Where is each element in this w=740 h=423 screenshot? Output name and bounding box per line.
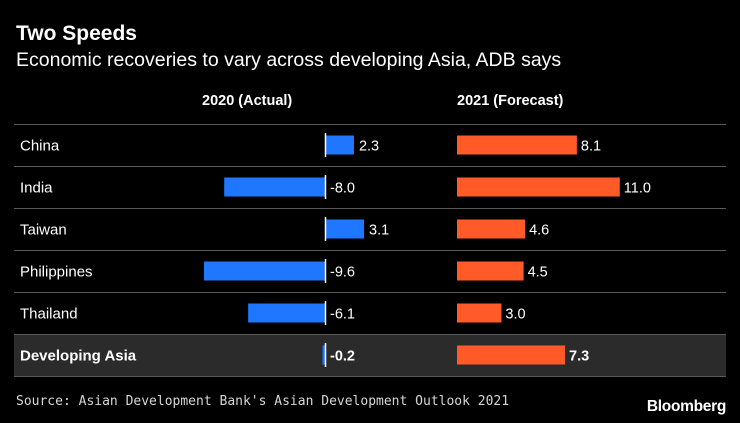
column-header-2021-forecast: 2021 (Forecast) [457, 93, 564, 109]
data-label-2021-taiwan: 4.6 [529, 223, 549, 239]
data-label-2021-philippines: 4.5 [528, 265, 548, 281]
data-label-2021-thailand: 3.0 [505, 307, 525, 323]
bloomberg-logo: Bloomberg [646, 398, 726, 415]
bar-2020-china [325, 135, 354, 155]
category-label-taiwan: Taiwan [20, 222, 67, 239]
highlight-row-background [14, 334, 726, 376]
chart-subtitle: Economic recoveries to vary across devel… [16, 49, 562, 71]
bar-2021-thailand [457, 303, 502, 323]
data-label-2021-developing-asia: 7.3 [569, 349, 589, 365]
data-label-2020-taiwan: 3.1 [369, 223, 389, 239]
category-label-developing-asia: Developing Asia [20, 348, 137, 365]
bar-2020-taiwan [325, 219, 365, 239]
bar-2020-philippines [204, 261, 325, 281]
bar-2021-taiwan [457, 219, 526, 239]
data-label-2020-thailand: -6.1 [330, 307, 355, 323]
bar-2020-developing-asia [322, 345, 325, 365]
bar-2021-developing-asia [457, 345, 566, 365]
bar-2021-philippines [457, 261, 524, 281]
chart-title: Two Speeds [16, 22, 137, 45]
category-label-china: China [20, 138, 60, 155]
category-label-philippines: Philippines [20, 264, 93, 281]
data-label-2021-china: 8.1 [581, 139, 601, 155]
data-label-2020-developing-asia: -0.2 [330, 349, 355, 365]
bar-2020-thailand [248, 303, 325, 323]
data-label-2020-china: 2.3 [359, 139, 379, 155]
bar-2021-india [457, 177, 620, 197]
data-label-2020-philippines: -9.6 [330, 265, 355, 281]
data-label-2021-india: 11.0 [624, 181, 651, 197]
data-label-2020-india: -8.0 [330, 181, 355, 197]
category-label-thailand: Thailand [20, 306, 78, 323]
column-header-2020-actual: 2020 (Actual) [202, 93, 293, 109]
bar-2021-china [457, 135, 577, 155]
bar-2020-india [224, 177, 325, 197]
source-note: Source: Asian Development Bank's Asian D… [16, 394, 510, 409]
category-label-india: India [20, 180, 53, 197]
